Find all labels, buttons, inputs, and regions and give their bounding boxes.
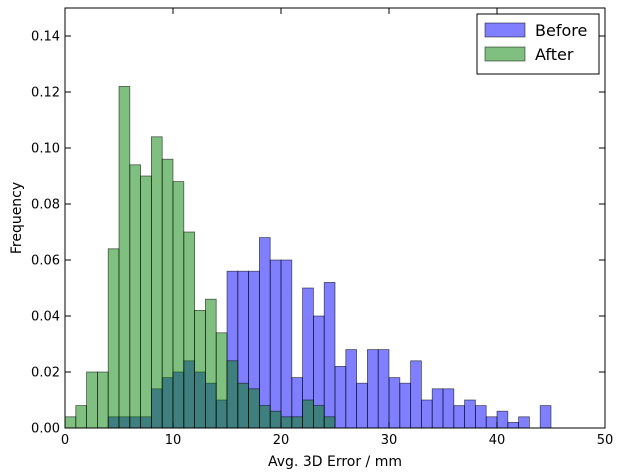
series-after-bars [64, 86, 336, 429]
bar-before-18 [258, 237, 271, 429]
bar-before-31 [399, 382, 411, 429]
bar-after-4 [107, 248, 120, 429]
x-axis-label: Avg. 3D Error / mm [268, 454, 402, 470]
bar-before-41 [507, 421, 519, 429]
legend-label-after: After [535, 45, 574, 64]
axes: 0 10 20 30 40 50 0.00 0.02 0.04 0.06 0.08 0.10 0.12 0… [9, 7, 614, 470]
bar-before-39 [485, 416, 498, 429]
bar-after-21 [291, 416, 303, 429]
legend-label-before: Before [535, 21, 587, 40]
legend: Before After [476, 13, 600, 75]
bar-before-29 [377, 349, 390, 429]
bar-after-11 [183, 231, 196, 429]
bar-after-12 [194, 309, 206, 429]
bar-before-34 [431, 388, 444, 429]
bar-after-10 [172, 181, 185, 429]
bar-before-44 [539, 405, 552, 429]
x-tick-label: 10 [165, 433, 182, 448]
bar-before-30 [388, 377, 401, 429]
x-tick-label: 0 [61, 433, 69, 448]
bar-before-19 [269, 259, 282, 429]
bar-before-42 [518, 416, 530, 429]
bar-after-3 [97, 371, 109, 429]
bar-before-33 [420, 399, 433, 429]
bar-before-32 [410, 360, 422, 429]
bar-after-14 [215, 332, 228, 429]
y-axis-label: Frequency [9, 182, 25, 254]
x-tick-label: 30 [381, 433, 398, 448]
x-tick-label: 20 [273, 433, 290, 448]
bar-after-5 [118, 86, 131, 429]
bar-after-13 [204, 298, 217, 429]
bar-before-25 [334, 365, 347, 429]
bar-after-24 [323, 416, 336, 429]
bar-after-16 [237, 382, 250, 429]
bar-after-20 [280, 416, 293, 429]
bar-after-9 [161, 158, 174, 429]
legend-swatch-before [484, 22, 526, 38]
y-tick-label: 0.04 [31, 310, 60, 325]
y-tick-label: 0.06 [31, 254, 60, 269]
bar-before-28 [366, 349, 379, 429]
bar-before-20 [280, 259, 293, 429]
bar-after-8 [150, 136, 163, 429]
y-tick-label: 0.12 [31, 86, 60, 101]
bar-after-23 [312, 405, 325, 429]
y-tick-label: 0.08 [31, 198, 60, 213]
y-tick-label: 0.00 [31, 422, 60, 437]
plot-frame [64, 7, 606, 429]
legend-swatch-after [484, 46, 526, 62]
y-tick-label: 0.02 [31, 366, 60, 381]
bar-before-26 [345, 349, 357, 429]
bar-before-36 [453, 405, 465, 429]
bar-after-6 [129, 164, 142, 429]
bar-after-22 [302, 399, 314, 429]
bar-after-18 [258, 405, 271, 429]
bar-after-1 [75, 405, 88, 429]
bar-after-17 [248, 388, 260, 429]
bar-before-24 [323, 281, 336, 429]
bar-after-15 [226, 360, 239, 429]
bar-after-7 [140, 175, 152, 429]
x-tick-label: 40 [489, 433, 506, 448]
bar-before-38 [474, 405, 487, 429]
bar-before-35 [442, 388, 455, 429]
y-tick-label: 0.14 [31, 30, 60, 45]
bar-before-37 [464, 399, 476, 429]
bar-after-2 [86, 371, 98, 429]
bar-before-27 [356, 382, 368, 429]
bar-after-0 [64, 416, 77, 429]
bar-before-40 [496, 410, 509, 429]
x-tick-label: 50 [597, 433, 614, 448]
bar-after-19 [269, 410, 282, 429]
y-tick-label: 0.10 [31, 142, 60, 157]
